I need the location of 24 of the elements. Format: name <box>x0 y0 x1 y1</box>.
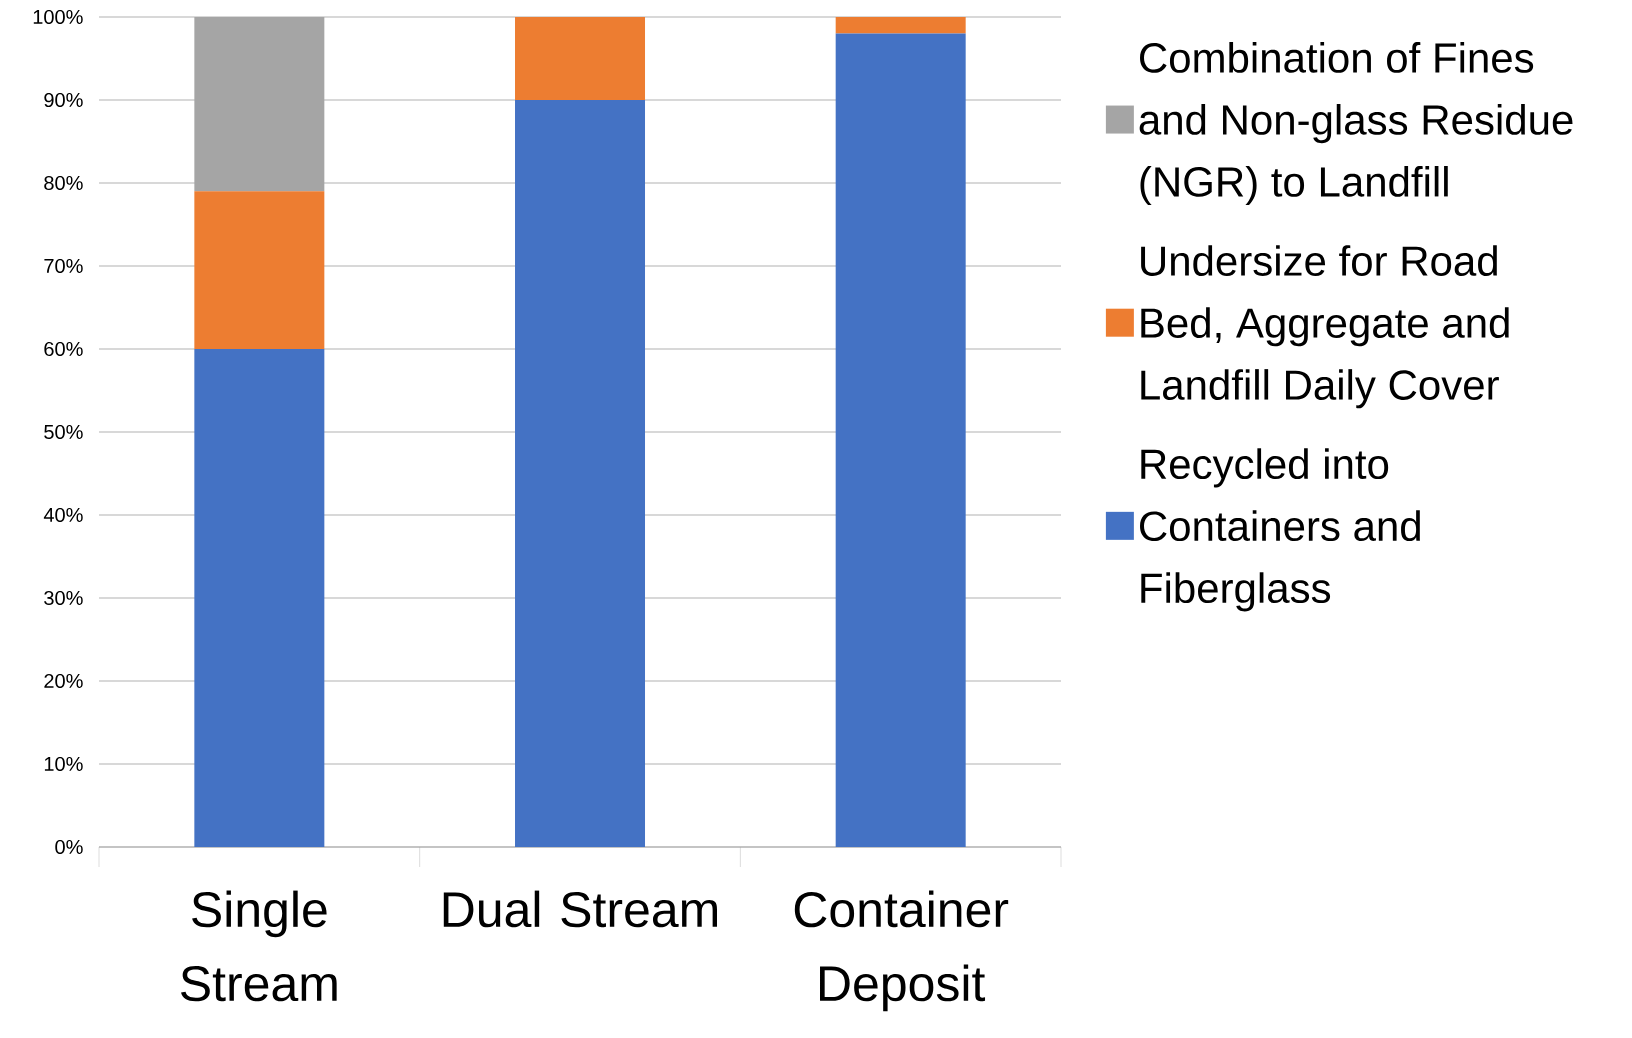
legend-label: Recycled into Containers and Fiberglass <box>1140 448 1420 612</box>
bar <box>835 16 966 34</box>
bar <box>194 16 325 192</box>
y-tick-label: 100% <box>33 9 83 25</box>
x-tick-label: Dual Stream <box>443 890 717 928</box>
x-tick-label: Container Deposit <box>794 890 1009 1012</box>
bar <box>515 16 646 100</box>
y-tick-label: 50% <box>44 424 83 440</box>
y-tick-label: 0% <box>55 839 83 855</box>
legend-label: Combination of Fines and Non-glass Residue (NGR) to Landfill <box>1139 42 1573 206</box>
legend-label: Undersize for Road Bed, Aggregate and Landfill Daily Cover <box>1141 245 1509 409</box>
y-tick-label: 90% <box>44 92 83 108</box>
y-tick-label: 70% <box>44 258 83 274</box>
y-tick-label: 30% <box>44 590 83 606</box>
y-tick-label: 40% <box>43 507 83 523</box>
bar <box>515 99 646 847</box>
y-tick-label: 60% <box>44 341 83 357</box>
bar <box>194 348 325 847</box>
y-tick-label: 10% <box>44 756 83 772</box>
bar <box>835 33 966 847</box>
bar <box>194 191 325 349</box>
y-tick-label: 20% <box>44 673 83 689</box>
x-tick-label: Single Stream <box>181 890 337 1002</box>
y-tick-label: 80% <box>44 175 83 191</box>
